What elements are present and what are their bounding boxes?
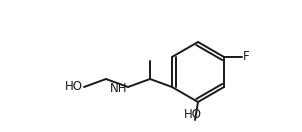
Text: HO: HO <box>65 81 83 93</box>
Text: NH: NH <box>110 81 127 95</box>
Text: HO: HO <box>184 108 202 121</box>
Text: F: F <box>243 51 250 63</box>
